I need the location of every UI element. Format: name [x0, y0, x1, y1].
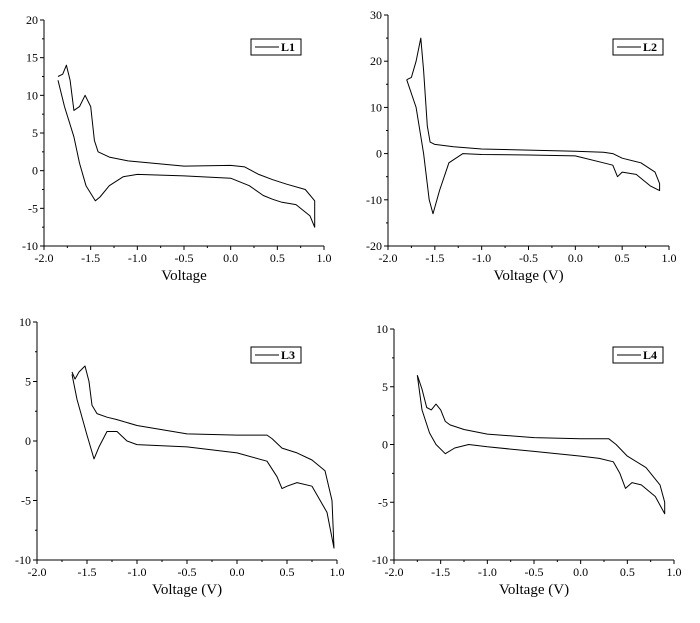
x-axis-title: Voltage (V)	[152, 582, 222, 598]
y-tick-label: -5	[378, 495, 388, 509]
y-tick-label: 10	[19, 315, 31, 329]
y-tick-label: -10	[372, 553, 388, 567]
y-tick-label: 10	[376, 322, 388, 336]
y-tick-label: -10	[366, 193, 382, 207]
x-tick-label: -1.0	[472, 251, 491, 265]
x-tick-label: 0.5	[620, 565, 635, 579]
series-line-L1	[57, 64, 316, 228]
legend-label: L2	[643, 40, 657, 54]
chart-panel-3: -2.0 -1.5 -1.0 -0.5 0.0 0.5 1.0 -10 -5 0 5 10 Voltag…	[15, 315, 345, 598]
x-tick-label: 0.5	[615, 251, 630, 265]
x-tick-label: -1.5	[78, 565, 97, 579]
chart-panel-4: -2.0 -1.5 -1.0 -0.5 0.0 0.5 1.0 -10 -5 0 5 10 Voltag…	[372, 322, 682, 598]
x-tick-label: -1.5	[425, 251, 444, 265]
legend-label: L1	[281, 40, 295, 54]
x-tick-label: -1.5	[81, 251, 100, 265]
x-tick-label: -2.0	[385, 565, 404, 579]
x-tick-label: 1.0	[662, 251, 677, 265]
y-tick-label: -10	[15, 553, 31, 567]
y-tick-label: 20	[26, 13, 38, 27]
series-line-L4	[416, 375, 666, 515]
chart-panel-2: -2.0 -1.5 -1.0 -0.5 0.0 0.5 1.0 -20 -10 0 10 20 30 Vo…	[366, 8, 677, 284]
y-tick-label: 5	[32, 126, 38, 140]
legend-label: L4	[643, 348, 657, 362]
x-tick-label: 1.0	[317, 251, 332, 265]
x-tick-label: -1.0	[478, 565, 497, 579]
x-axis-title: Voltage (V)	[499, 582, 569, 598]
x-tick-label: 0.5	[270, 251, 285, 265]
x-axis-title: Voltage	[161, 268, 207, 284]
x-tick-label: 0.0	[573, 565, 588, 579]
y-tick-label: 0	[382, 438, 388, 452]
y-tick-label: 5	[25, 375, 31, 389]
y-tick-label: 0	[32, 164, 38, 178]
x-tick-label: -0.5	[519, 251, 538, 265]
x-tick-label: 0.0	[223, 251, 238, 265]
y-tick-label: 10	[26, 88, 38, 102]
y-tick-label: 0	[376, 147, 382, 161]
series-line-L2	[406, 37, 661, 215]
x-tick-label: -1.5	[431, 565, 450, 579]
y-tick-label: 20	[370, 54, 382, 68]
x-tick-label: -2.0	[35, 251, 54, 265]
y-tick-label: -5	[28, 201, 38, 215]
x-tick-label: -0.5	[525, 565, 544, 579]
y-tick-label: -5	[21, 494, 31, 508]
x-tick-label: -0.5	[178, 565, 197, 579]
series-line-L3	[71, 365, 335, 549]
x-tick-label: -0.5	[175, 251, 194, 265]
y-tick-label: -20	[366, 239, 382, 253]
x-tick-label: -2.0	[379, 251, 398, 265]
x-tick-label: 0.0	[568, 251, 583, 265]
x-tick-label: -1.0	[128, 565, 147, 579]
x-tick-label: 1.0	[667, 565, 682, 579]
y-tick-label: 10	[370, 100, 382, 114]
y-tick-label: 15	[26, 51, 38, 65]
y-tick-label: 5	[382, 380, 388, 394]
y-tick-label: 0	[25, 434, 31, 448]
x-tick-label: -1.0	[128, 251, 147, 265]
x-axis-title: Voltage (V)	[493, 268, 563, 284]
x-tick-label: 0.5	[280, 565, 295, 579]
y-tick-label: -10	[22, 239, 38, 253]
x-tick-label: -2.0	[28, 565, 47, 579]
y-tick-label: 30	[370, 8, 382, 22]
chart-panel-1: -2.0 -1.5 -1.0 -0.5 0.0 0.5 1.0 -10 -5 0 5 10 15 20 Vo…	[22, 13, 332, 284]
x-tick-label: 1.0	[330, 565, 345, 579]
legend-label: L3	[281, 348, 295, 362]
x-tick-label: 0.0	[230, 565, 245, 579]
